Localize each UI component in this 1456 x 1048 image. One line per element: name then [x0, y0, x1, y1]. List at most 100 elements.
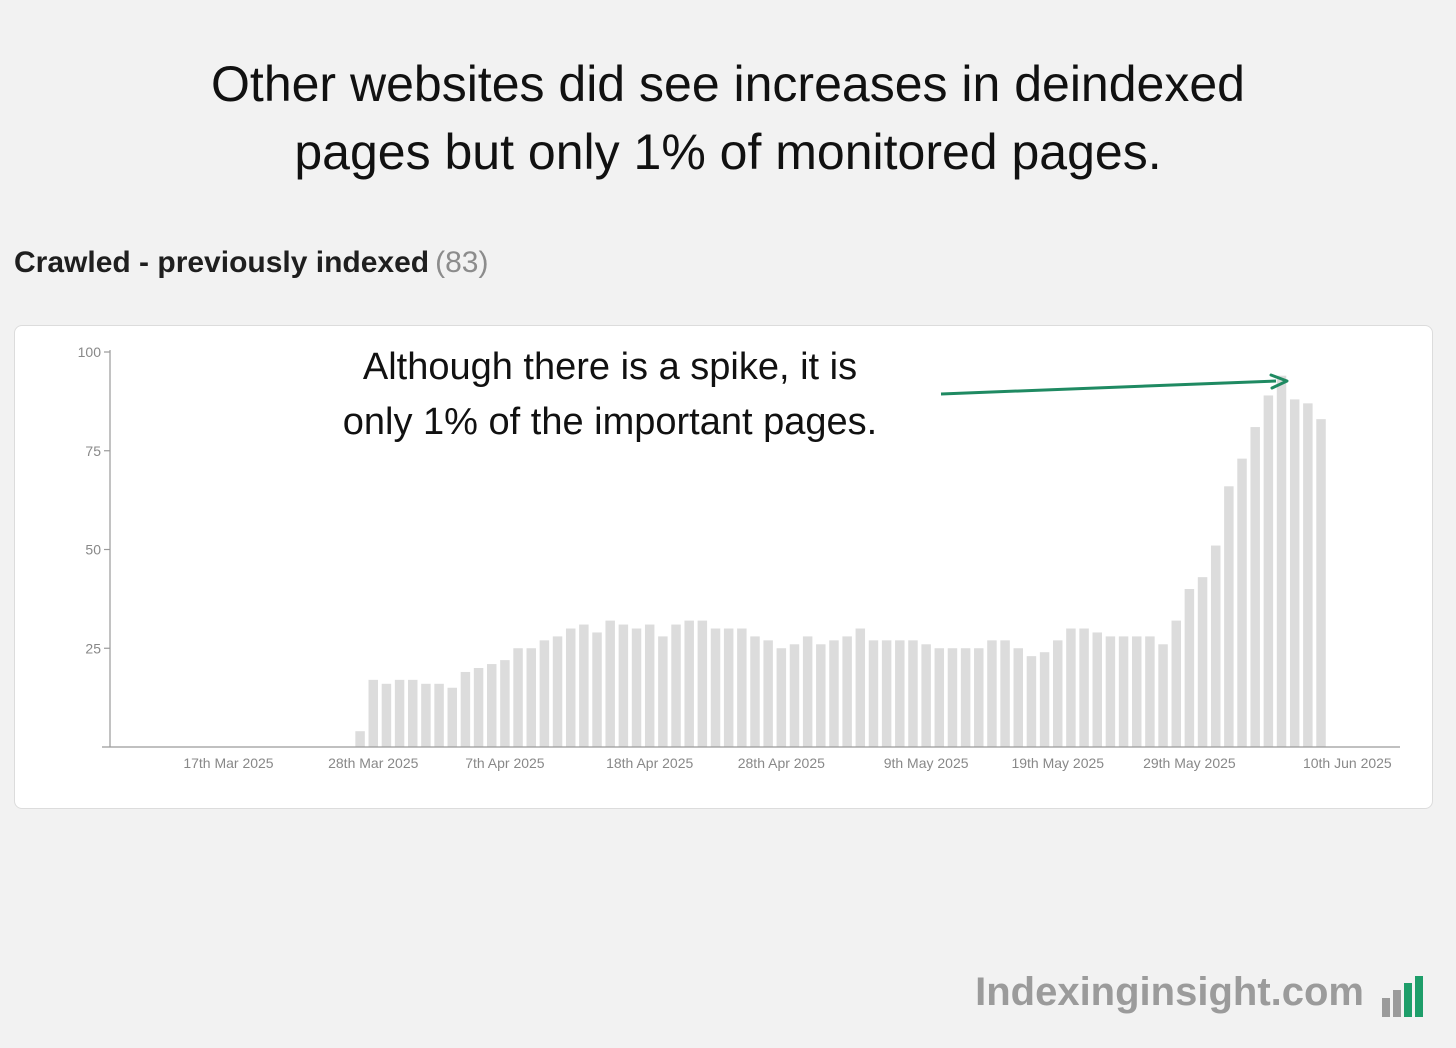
bar — [671, 624, 681, 747]
section-title: Crawled - previously indexed (83) — [14, 246, 488, 280]
annotation-line-2: only 1% of the important pages. — [342, 401, 878, 443]
section-title-text: Crawled - previously indexed — [14, 246, 430, 279]
bar — [1026, 656, 1037, 747]
bar — [605, 620, 615, 747]
x-tick-label: 7th Apr 2025 — [465, 755, 545, 771]
bar-chart: 25 50 75 100 17th Mar 2025 28th Mar 2025 7th A… — [78, 344, 1400, 771]
headline: Other websites did see increases in dein… — [0, 50, 1456, 186]
bar — [750, 636, 760, 747]
bar — [842, 636, 852, 747]
bar — [947, 648, 958, 747]
bar — [500, 660, 510, 747]
bar — [908, 640, 918, 747]
bar — [987, 640, 997, 747]
bar — [763, 640, 773, 747]
bar — [960, 648, 971, 747]
bar — [1210, 545, 1221, 747]
bar — [1224, 486, 1234, 747]
x-tick-label: 17th Mar 2025 — [183, 755, 273, 771]
bar — [816, 644, 826, 747]
bar — [592, 632, 602, 747]
bar — [526, 648, 536, 747]
bar — [1092, 632, 1102, 747]
bar — [974, 648, 984, 747]
bar — [921, 644, 931, 747]
headline-line-2: pages but only 1% of monitored pages. — [294, 124, 1162, 180]
y-tick-label: 25 — [85, 640, 101, 656]
bar — [895, 640, 905, 747]
bar — [1263, 395, 1274, 747]
bar — [1316, 419, 1326, 747]
brand-name[interactable]: Indexinginsight.com — [975, 970, 1364, 1014]
bar — [684, 620, 694, 747]
bar — [513, 648, 523, 747]
bar — [579, 624, 589, 747]
bar — [447, 687, 457, 747]
chart-card: 25 50 75 100 17th Mar 2025 28th Mar 2025 7th A… — [14, 325, 1433, 809]
bar — [1303, 403, 1313, 747]
bar — [868, 640, 879, 747]
bar — [1276, 375, 1287, 747]
bar — [934, 648, 945, 747]
bar — [1013, 648, 1024, 747]
bar — [1118, 636, 1129, 747]
bar — [355, 731, 365, 747]
bar — [408, 679, 418, 747]
bar — [460, 671, 471, 747]
bar — [1197, 577, 1208, 747]
bar — [1066, 628, 1076, 747]
bar — [1079, 628, 1089, 747]
x-tick-label: 10th Jun 2025 — [1303, 755, 1392, 771]
bar — [1237, 458, 1247, 747]
bar — [1105, 636, 1116, 747]
bar — [1158, 644, 1168, 747]
x-tick-label: 28th Apr 2025 — [738, 755, 825, 771]
x-tick-label: 18th Apr 2025 — [606, 755, 693, 771]
bar — [394, 679, 405, 747]
bar — [487, 664, 497, 747]
headline-line-1: Other websites did see increases in dein… — [211, 56, 1245, 112]
bar — [434, 683, 444, 747]
y-tick-label: 100 — [78, 344, 102, 360]
bar — [1053, 640, 1063, 747]
bar — [776, 648, 787, 747]
bar — [539, 640, 550, 747]
bar — [473, 668, 484, 747]
bar — [1184, 589, 1195, 747]
bar — [1132, 636, 1142, 747]
bar — [1039, 652, 1050, 747]
bar — [723, 628, 734, 747]
bar — [881, 640, 892, 747]
bar — [1250, 427, 1260, 747]
bar — [697, 620, 708, 747]
x-tick-label: 9th May 2025 — [884, 755, 969, 771]
bar — [1000, 640, 1010, 747]
bar — [829, 640, 839, 747]
y-tick-label: 50 — [85, 542, 101, 558]
bar — [381, 683, 392, 747]
bar — [421, 683, 431, 747]
bar — [710, 628, 721, 747]
bar — [644, 624, 655, 747]
bar — [737, 628, 747, 747]
bar — [565, 628, 576, 747]
y-tick-label: 75 — [85, 443, 101, 459]
bar-chart-logo-icon — [1382, 976, 1423, 1017]
x-tick-label: 28th Mar 2025 — [328, 755, 418, 771]
bar — [855, 628, 866, 747]
bar — [552, 636, 563, 747]
bar — [658, 636, 668, 747]
bar — [1289, 399, 1300, 747]
bar — [789, 644, 800, 747]
bar — [1171, 620, 1181, 747]
section-count: (83) — [435, 246, 489, 279]
bar — [1145, 636, 1155, 747]
x-tick-label: 29th May 2025 — [1143, 755, 1236, 771]
bar — [631, 628, 642, 747]
bar — [368, 679, 379, 747]
bar — [618, 624, 629, 747]
annotation-line-1: Although there is a spike, it is — [362, 346, 858, 388]
bar — [802, 636, 813, 747]
annotation: Although there is a spike, it is only 1%… — [280, 340, 940, 450]
x-tick-label: 19th May 2025 — [1011, 755, 1104, 771]
